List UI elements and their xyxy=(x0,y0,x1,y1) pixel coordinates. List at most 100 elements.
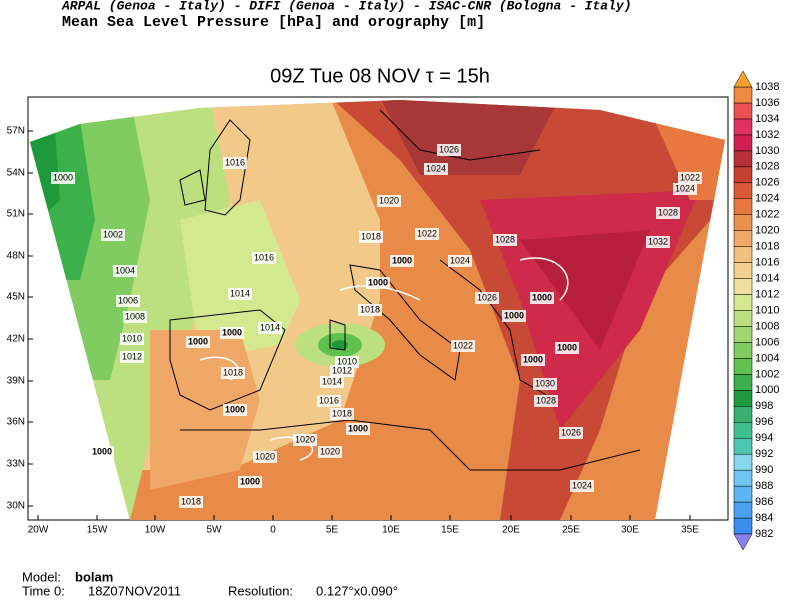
colorbar-label: 1038 xyxy=(755,81,779,93)
contour-label: 1022 xyxy=(680,172,700,182)
colorbar-label: 1022 xyxy=(755,209,779,221)
contour-label: 1018 xyxy=(361,231,381,241)
field-title: Mean Sea Level Pressure [hPa] and orogra… xyxy=(62,14,485,31)
contour-label-bg xyxy=(223,404,247,416)
contour-label-bg xyxy=(221,367,245,379)
contour-label-bg xyxy=(228,288,252,300)
colorbar-segment xyxy=(733,214,753,231)
colorbar: 982 984 986 988 990 992 994 996 998 1000 1002 1004 1… xyxy=(733,70,779,551)
contour-label: 1022 xyxy=(417,228,437,238)
orography-label: 1000 xyxy=(532,292,552,302)
contour-label: 1018 xyxy=(181,496,201,506)
contour-label-bg xyxy=(220,327,244,339)
lat-label: 57N xyxy=(7,126,25,137)
contour-label-bg xyxy=(646,236,670,248)
longitude-axis: 20W 15W 10W 5W 0 5E 10E 15E 20E 25E 30E 35E xyxy=(28,515,699,536)
contour-label-bg xyxy=(238,476,262,488)
colorbar-label: 1006 xyxy=(755,336,779,348)
contour-label-bg xyxy=(179,496,203,508)
contour-label: 1018 xyxy=(223,367,243,377)
lat-label: 51N xyxy=(7,209,25,220)
contour-label-bg xyxy=(570,480,594,492)
contour-label-bg xyxy=(475,292,499,304)
contour-label-bg xyxy=(258,322,282,334)
lat-label: 30N xyxy=(7,501,25,512)
contour-label: 1012 xyxy=(122,351,142,361)
colorbar-segment xyxy=(733,469,753,487)
colorbar-segment xyxy=(733,453,753,471)
contour-label: 1026 xyxy=(477,292,497,302)
contour-label: 1028 xyxy=(536,395,556,405)
colorbar-segment xyxy=(733,406,753,423)
contour-label: 1012 xyxy=(332,365,352,375)
contour-label-bg xyxy=(330,408,354,420)
lon-label: 35E xyxy=(681,525,699,536)
contour-label: 1006 xyxy=(118,295,138,305)
contour-label: 1024 xyxy=(450,255,470,265)
contour-label: 1024 xyxy=(675,183,695,193)
orography-label: 1000 xyxy=(504,310,524,320)
colorbar-label: 1034 xyxy=(755,113,779,125)
colorbar-label: 990 xyxy=(755,464,773,476)
contour-label-bg xyxy=(120,351,144,363)
lat-label: 36N xyxy=(7,417,25,428)
contour-label: 1000 xyxy=(53,172,73,182)
contour-label: 1020 xyxy=(379,195,399,205)
lon-label: 10W xyxy=(145,525,166,536)
colorbar-segment xyxy=(733,390,753,407)
lon-label: 30E xyxy=(621,525,639,536)
contour-label-bg xyxy=(90,446,114,458)
colorbar-label: 1032 xyxy=(755,129,779,141)
contour-label: 1004 xyxy=(115,265,135,275)
colorbar-segment xyxy=(733,278,753,295)
orography-label: 1000 xyxy=(348,423,368,433)
contour-label: 1026 xyxy=(439,144,459,154)
contour-label-bg xyxy=(534,395,558,407)
colorbar-arrow xyxy=(733,533,753,551)
colorbar-segment xyxy=(733,437,753,455)
contour-label: 1030 xyxy=(535,378,555,388)
contour-label-bg xyxy=(223,157,247,169)
colorbar-label: 1000 xyxy=(755,384,779,396)
contour-label: 1010 xyxy=(337,356,357,366)
contour-label-bg xyxy=(51,172,75,184)
model-label: Model: xyxy=(22,569,61,584)
contour-label-bg xyxy=(656,207,680,219)
contour-label: 1016 xyxy=(319,395,339,405)
time: 18Z07NOV2011 xyxy=(88,583,181,598)
contour-label-bg xyxy=(116,295,140,307)
colorbar-label: 986 xyxy=(755,496,773,508)
lat-label: 42N xyxy=(7,334,25,345)
contour-label: 1010 xyxy=(122,333,142,343)
colorbar-segment xyxy=(733,150,753,168)
colorbar-segment xyxy=(733,517,753,535)
colorbar-segment xyxy=(733,102,753,120)
contour-label: 1014 xyxy=(230,288,250,298)
contour-label-bg xyxy=(533,378,557,390)
lon-label: 20E xyxy=(502,525,520,536)
contour-label-bg xyxy=(555,342,579,354)
orography-label: 1000 xyxy=(523,354,543,364)
lat-label: 54N xyxy=(7,168,25,179)
contour-label: 1028 xyxy=(495,234,515,244)
colorbar-label: 1020 xyxy=(755,225,779,237)
orography-label: 1000 xyxy=(188,336,208,346)
lon-label: 20W xyxy=(28,525,49,536)
colorbar-label: 1010 xyxy=(755,304,779,316)
contour-label: 1008 xyxy=(125,311,145,321)
colorbar-segment xyxy=(733,485,753,503)
contour-label-bg xyxy=(186,336,210,348)
colorbar-segment xyxy=(733,342,753,359)
map-title: 09Z Tue 08 NOV τ = 15h xyxy=(270,65,490,87)
contour-label-bg xyxy=(120,333,144,345)
contour-label: 1026 xyxy=(561,427,581,437)
contour-label: 1018 xyxy=(360,304,380,314)
contour-label-bg xyxy=(377,195,401,207)
contour-label-bg xyxy=(559,427,583,439)
colorbar-label: 1024 xyxy=(755,193,779,205)
colorbar-segment xyxy=(733,118,753,136)
lon-label: 15E xyxy=(441,525,459,536)
colorbar-segment xyxy=(733,230,753,247)
colorbar-label: 992 xyxy=(755,448,773,460)
